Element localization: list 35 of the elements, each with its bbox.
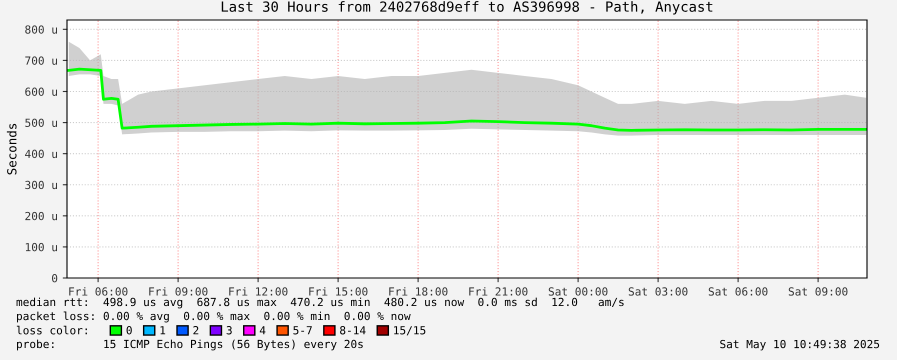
- text: median rtt: 498.9 us avg 687.8 us max 470.2 us min 480.2 us now 0.0 ms sd 12.0 am/s: [16, 298, 624, 308]
- x-tick-label: Sat 06:00: [708, 287, 768, 296]
- text: probe: 15 ICMP Echo Pings (56 Bytes) every 20s: [17, 340, 363, 350]
- x-tick-label: Sat 03:00: [628, 287, 688, 296]
- text: packet loss: 0.00 % avg 0.00 % max 0.00 % min 0.00 % now: [17, 312, 411, 322]
- x-tick-label: Sat 09:00: [788, 287, 848, 296]
- text: Sat May 10 10:49:38 2025: [720, 340, 880, 350]
- y-tick-label: 800 u: [25, 25, 57, 34]
- legend-label: 3: [226, 326, 232, 334]
- x-tick-label: Fri 12:00: [229, 287, 288, 296]
- legend-label: 0: [126, 326, 132, 334]
- y-tick-label: 600 u: [25, 88, 57, 96]
- legend-label: 15/15: [394, 326, 426, 336]
- legend-title: loss color:: [16, 326, 87, 334]
- x-tick-label: Fri 15:00: [309, 287, 368, 296]
- y-tick-label: 0: [52, 274, 58, 282]
- y-tick-label: 400 u: [25, 150, 57, 158]
- x-tick-label: Fri 06:00: [69, 287, 128, 296]
- x-tick-label: Fri 18:00: [389, 287, 448, 296]
- y-axis-title: Seconds: [6, 124, 17, 174]
- y-tick-label: 200 u: [25, 212, 57, 220]
- chart-title: Last 30 Hours from 2402768d9eff to AS396998 - Path, Anycast: [222, 1, 712, 15]
- x-tick-label: Fri 21:00: [469, 287, 528, 296]
- y-tick-label: 100 u: [26, 242, 57, 252]
- legend-label: 5-7: [293, 326, 312, 334]
- y-tick-label: 300 u: [25, 180, 57, 190]
- legend-label: 8-14: [340, 326, 366, 334]
- x-tick-label: Sat 00:00: [548, 287, 608, 296]
- legend-label: 1: [160, 326, 166, 334]
- x-tick-label: Fri 09:00: [149, 287, 208, 296]
- legend-label: 2: [193, 326, 198, 334]
- y-tick-label: 500 u: [25, 118, 57, 127]
- y-tick-label: 700 u: [25, 56, 57, 65]
- legend-label: 4: [260, 326, 266, 334]
- line-series: [67, 68, 867, 132]
